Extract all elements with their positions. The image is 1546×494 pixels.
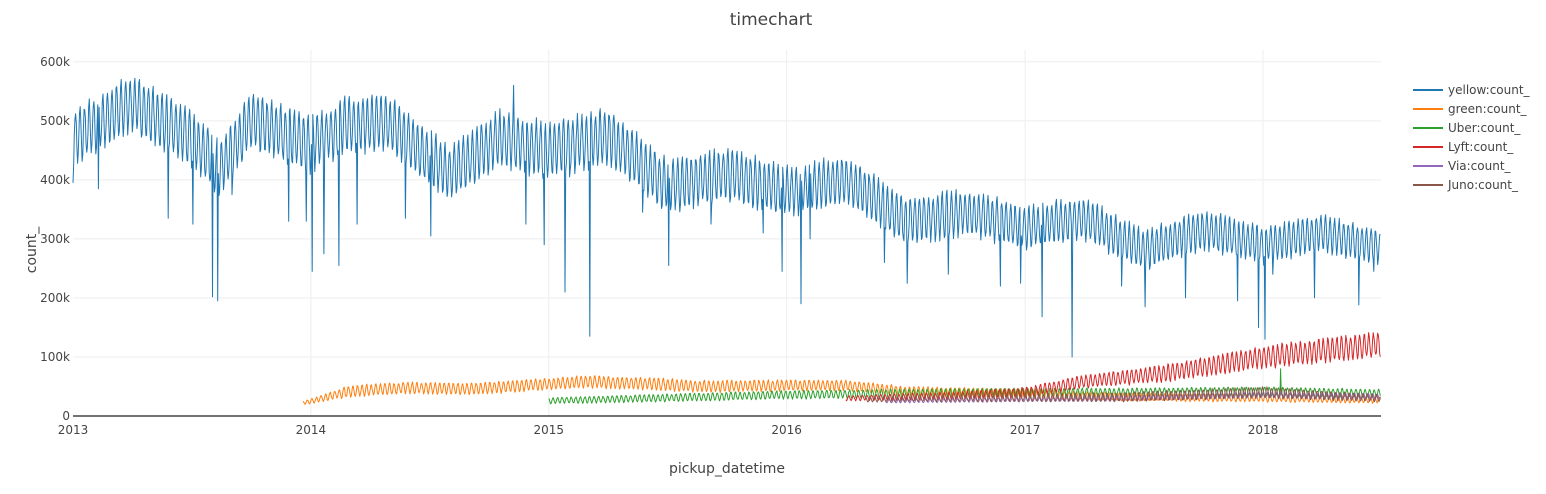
y-tick-label: 300k bbox=[40, 232, 70, 246]
y-tick-label: 100k bbox=[40, 350, 70, 364]
y-tick-label: 0 bbox=[62, 409, 70, 423]
series-line-juno bbox=[865, 386, 1381, 403]
legend-label: Juno:count_ bbox=[1447, 178, 1519, 192]
series-layer bbox=[72, 77, 1381, 405]
x-tick-label: 2015 bbox=[533, 423, 564, 437]
legend-label: Via:count_ bbox=[1448, 159, 1512, 173]
series-line-uber bbox=[548, 368, 1381, 405]
axes-layer: 0 100k 200k 300k 400k 500k 600k 2013 2014 2015 201… bbox=[40, 55, 1381, 437]
x-tick-label: 2013 bbox=[58, 423, 89, 437]
chart-title: timechart bbox=[730, 10, 813, 30]
y-tick-label: 200k bbox=[40, 291, 70, 305]
legend-label: yellow:count_ bbox=[1448, 83, 1531, 97]
x-tick-label: 2018 bbox=[1248, 423, 1279, 437]
y-tick-label: 600k bbox=[40, 55, 70, 69]
legend[interactable]: yellow:count_ green:count_ Uber:count_ Lyft… bbox=[1413, 83, 1531, 192]
legend-label: Uber:count_ bbox=[1448, 121, 1521, 135]
legend-item-uber[interactable]: Uber:count_ bbox=[1413, 121, 1521, 135]
y-axis-title: count_ bbox=[24, 226, 40, 273]
y-tick-label: 400k bbox=[40, 173, 70, 187]
x-tick-label: 2017 bbox=[1010, 423, 1041, 437]
legend-item-green[interactable]: green:count_ bbox=[1413, 102, 1528, 116]
x-tick-label: 2016 bbox=[771, 423, 802, 437]
series-line-green bbox=[302, 375, 1381, 405]
legend-item-juno[interactable]: Juno:count_ bbox=[1413, 178, 1519, 192]
y-tick-label: 500k bbox=[40, 114, 70, 128]
legend-label: green:count_ bbox=[1448, 102, 1528, 116]
legend-item-via[interactable]: Via:count_ bbox=[1413, 159, 1512, 173]
legend-item-yellow[interactable]: yellow:count_ bbox=[1413, 83, 1531, 97]
series-line-lyft bbox=[845, 332, 1381, 402]
series-line-yellow bbox=[72, 77, 1381, 358]
x-tick-label: 2014 bbox=[296, 423, 327, 437]
x-axis-title: pickup_datetime bbox=[669, 461, 785, 477]
legend-item-lyft[interactable]: Lyft:count_ bbox=[1413, 140, 1514, 154]
legend-label: Lyft:count_ bbox=[1448, 140, 1514, 154]
